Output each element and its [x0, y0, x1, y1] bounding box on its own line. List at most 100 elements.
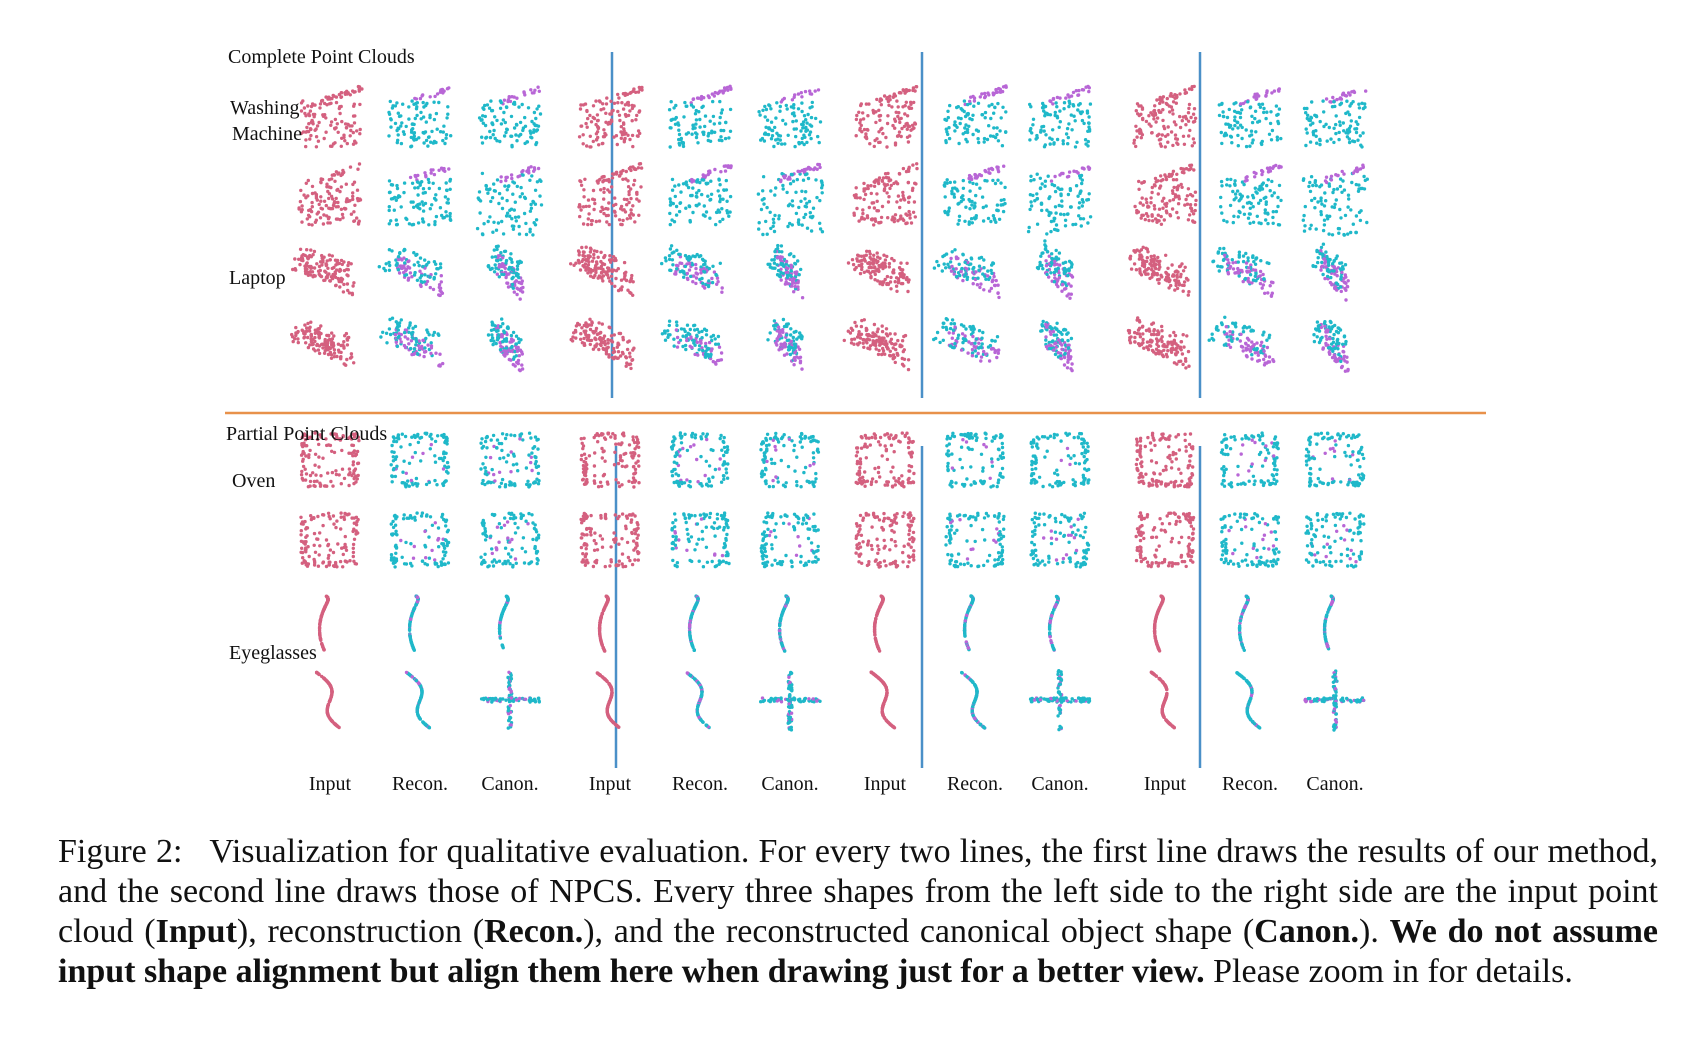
cloud-point — [805, 140, 809, 145]
cloud-point — [1259, 221, 1263, 226]
cloud-point — [1308, 123, 1313, 127]
cloud-point — [995, 132, 999, 137]
cloud-point — [1047, 196, 1051, 201]
cloud-point — [932, 266, 937, 270]
cloud-point — [599, 188, 603, 192]
cloud-point — [1159, 273, 1163, 277]
point-cloud-canon — [766, 317, 804, 371]
cloud-point — [291, 267, 295, 272]
cloud-point — [613, 355, 617, 359]
cloud-point — [683, 100, 687, 105]
cloud-point — [421, 93, 425, 97]
cloud-point — [725, 85, 730, 90]
cloud-point — [947, 136, 952, 141]
cloud-point — [335, 268, 339, 272]
cloud-point — [322, 136, 326, 141]
cloud-point — [952, 272, 956, 276]
cloud-point — [906, 280, 911, 284]
cloud-point — [317, 202, 321, 207]
cloud-point — [1351, 139, 1355, 143]
cloud-point — [799, 129, 803, 133]
cloud-point — [1228, 264, 1233, 269]
cloud-point — [636, 134, 640, 138]
cloud-point — [670, 188, 675, 192]
cloud-point — [962, 99, 967, 103]
cloud-point — [776, 335, 781, 339]
cloud-point — [1058, 173, 1062, 177]
cloud-point — [671, 201, 675, 206]
cloud-point — [871, 262, 875, 266]
cloud-point — [402, 132, 406, 136]
cloud-point — [672, 344, 676, 348]
cloud-point — [1182, 283, 1186, 288]
cloud-point — [1149, 196, 1153, 200]
cloud-point — [988, 134, 993, 138]
cloud-point — [1149, 254, 1153, 259]
cloud-point — [1178, 125, 1183, 130]
cloud-point — [1233, 123, 1237, 128]
cloud-point — [1164, 209, 1169, 213]
cloud-point — [502, 249, 507, 254]
cloud-point — [583, 177, 587, 181]
cloud-point — [303, 111, 307, 116]
cloud-point — [695, 195, 699, 199]
cloud-point — [1219, 130, 1224, 135]
cloud-point — [352, 219, 356, 223]
cloud-point — [408, 175, 413, 180]
cloud-point — [715, 282, 719, 286]
cloud-point — [428, 113, 432, 117]
cloud-point — [1263, 291, 1267, 295]
cloud-point — [607, 201, 611, 205]
cloud-point — [911, 186, 915, 190]
cloud-point — [769, 120, 774, 124]
cloud-point — [1003, 84, 1007, 89]
cloud-point — [791, 279, 795, 284]
cloud-point — [1053, 174, 1057, 179]
cloud-point — [610, 109, 614, 113]
cloud-point — [1176, 270, 1180, 274]
point-cloud-input — [569, 317, 636, 371]
cloud-point — [327, 192, 332, 196]
cloud-point — [491, 133, 495, 137]
cloud-point — [1051, 102, 1055, 106]
cloud-point — [799, 199, 803, 203]
cloud-point — [1083, 138, 1088, 142]
cloud-point — [1134, 268, 1139, 272]
cloud-point — [628, 213, 632, 218]
cloud-point — [863, 135, 868, 139]
cloud-point — [1334, 173, 1338, 177]
cloud-point — [900, 126, 904, 131]
cloud-point — [991, 91, 995, 95]
cloud-point — [792, 363, 796, 367]
cloud-point — [635, 191, 639, 195]
cloud-point — [892, 268, 896, 272]
cloud-point — [309, 133, 313, 138]
cloud-point — [1029, 200, 1033, 204]
cloud-point — [439, 290, 443, 294]
cloud-point — [632, 346, 636, 350]
cloud-point — [1174, 101, 1179, 105]
cloud-point — [888, 94, 892, 99]
cloud-point — [1272, 191, 1277, 195]
cloud-point — [1251, 196, 1256, 200]
cloud-point — [803, 89, 808, 94]
cloud-point — [1052, 142, 1056, 146]
cloud-point — [1260, 172, 1264, 177]
cloud-point — [520, 170, 524, 174]
cloud-point — [352, 180, 357, 184]
cloud-point — [1254, 190, 1258, 194]
cloud-point — [1067, 259, 1072, 263]
cloud-point — [792, 114, 797, 118]
cloud-point — [699, 271, 703, 275]
cloud-point — [1043, 247, 1048, 251]
cloud-point — [578, 214, 582, 219]
cloud-point — [1040, 208, 1044, 213]
cloud-point — [1060, 187, 1064, 191]
cloud-point — [784, 324, 789, 328]
cloud-point — [1265, 166, 1270, 170]
cloud-point — [700, 105, 704, 110]
cloud-point — [936, 263, 941, 268]
cloud-point — [896, 338, 900, 343]
cloud-point — [899, 274, 904, 279]
cloud-point — [1343, 263, 1348, 267]
